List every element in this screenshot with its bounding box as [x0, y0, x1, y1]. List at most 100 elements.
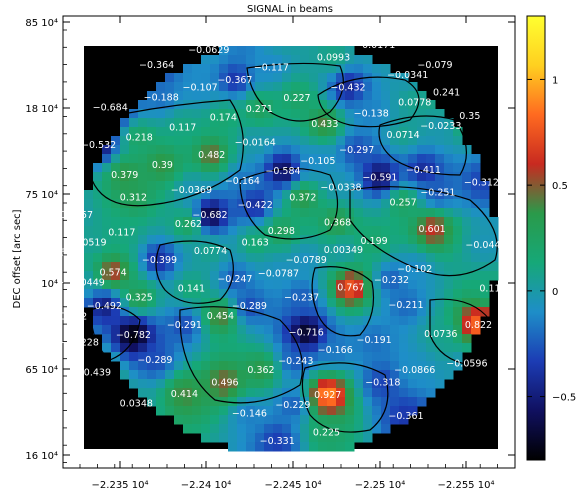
heatmap-cell	[174, 190, 184, 200]
heatmap-cell	[183, 262, 193, 272]
heatmap-cell	[327, 280, 337, 290]
heatmap-cell	[444, 217, 454, 227]
cell-value-label: 0.174	[210, 113, 237, 124]
heatmap-cell	[354, 352, 364, 362]
heatmap-cell	[309, 154, 319, 164]
heatmap-cell	[111, 271, 121, 281]
heatmap-cell	[336, 325, 346, 335]
heatmap-cell	[291, 100, 301, 110]
heatmap-cell	[138, 280, 148, 290]
heatmap-cell	[309, 433, 319, 443]
heatmap-cell	[228, 118, 238, 128]
heatmap-cell	[390, 298, 400, 308]
cell-value-label: −0.229	[275, 400, 310, 411]
heatmap-cell	[120, 118, 130, 128]
heatmap-cell	[273, 415, 283, 425]
heatmap-cell	[390, 226, 400, 236]
heatmap-cell	[309, 145, 319, 155]
heatmap-cell	[372, 289, 382, 299]
heatmap-cell	[291, 298, 301, 308]
heatmap-cell	[309, 190, 319, 200]
heatmap-cell	[318, 442, 328, 452]
heatmap-cell	[291, 433, 301, 443]
heatmap-cell	[390, 271, 400, 281]
heatmap-cell	[111, 208, 121, 218]
heatmap-cell	[138, 118, 148, 128]
heatmap-cell	[165, 280, 175, 290]
heatmap-cell	[201, 136, 211, 146]
heatmap-cell	[354, 181, 364, 191]
heatmap-cell	[327, 199, 337, 209]
heatmap-cell	[471, 226, 481, 236]
heatmap-cell	[255, 352, 265, 362]
heatmap-cell	[219, 334, 229, 344]
heatmap-cell	[318, 136, 328, 146]
heatmap-cell	[165, 73, 175, 83]
heatmap-cell	[462, 253, 472, 263]
heatmap-cell	[381, 361, 391, 371]
heatmap-cell	[183, 280, 193, 290]
heatmap-cell	[192, 334, 202, 344]
heatmap-cell	[102, 334, 112, 344]
heatmap-cell	[237, 82, 247, 92]
heatmap-cell	[120, 244, 130, 254]
heatmap-cell	[246, 217, 256, 227]
heatmap-cell	[399, 91, 409, 101]
heatmap-cell	[102, 343, 112, 353]
contour-line	[349, 186, 498, 277]
heatmap-cell	[264, 442, 274, 452]
heatmap-cell	[381, 190, 391, 200]
heatmap-cell	[381, 424, 391, 434]
heatmap-cell	[156, 109, 166, 119]
heatmap-cell	[192, 199, 202, 209]
heatmap-cell	[363, 118, 373, 128]
heatmap-cell	[201, 154, 211, 164]
heatmap-cell	[228, 172, 238, 182]
heatmap-cell	[264, 118, 274, 128]
heatmap-cell	[390, 289, 400, 299]
heatmap-cell	[381, 253, 391, 263]
heatmap-cell	[435, 343, 445, 353]
heatmap-cell	[372, 217, 382, 227]
heatmap-cell	[201, 109, 211, 119]
heatmap-cell	[165, 181, 175, 191]
heatmap-cell	[273, 127, 283, 137]
cell-value-label: −0.361	[388, 411, 423, 422]
chart-title: SIGNAL in beams	[247, 4, 333, 15]
cell-value-label: −0.318	[365, 378, 400, 389]
heatmap-cell	[264, 424, 274, 434]
heatmap-cell	[147, 154, 157, 164]
heatmap-cell	[462, 154, 472, 164]
heatmap-cell	[390, 136, 400, 146]
heatmap-cell	[264, 91, 274, 101]
heatmap-cell	[372, 118, 382, 128]
heatmap-cell	[372, 226, 382, 236]
heatmap-cell	[453, 253, 463, 263]
heatmap-cell	[246, 424, 256, 434]
heatmap-cell	[264, 433, 274, 443]
heatmap-cell	[345, 433, 355, 443]
heatmap-cell	[129, 136, 139, 146]
heatmap-cell	[345, 172, 355, 182]
heatmap-cell	[363, 190, 373, 200]
heatmap-cell	[255, 46, 265, 56]
heatmap-cell	[336, 127, 346, 137]
heatmap-cell	[309, 208, 319, 218]
heatmap-cell	[291, 442, 301, 452]
heatmap-cell	[264, 190, 274, 200]
heatmap-cell	[138, 154, 148, 164]
cell-value-label: −0.532	[81, 140, 116, 151]
heatmap-cell	[435, 145, 445, 155]
heatmap-cell	[291, 118, 301, 128]
heatmap-cell	[264, 55, 274, 65]
y-tick-label: 10⁴	[41, 279, 58, 290]
heatmap-cell	[282, 118, 292, 128]
cell-value-label: −0.291	[167, 320, 202, 331]
heatmap-cell	[336, 370, 346, 380]
heatmap-cell	[147, 172, 157, 182]
heatmap-cell	[462, 199, 472, 209]
heatmap-cell	[408, 199, 418, 209]
heatmap-cell	[282, 235, 292, 245]
heatmap-cell	[120, 208, 130, 218]
heatmap-cell	[129, 208, 139, 218]
